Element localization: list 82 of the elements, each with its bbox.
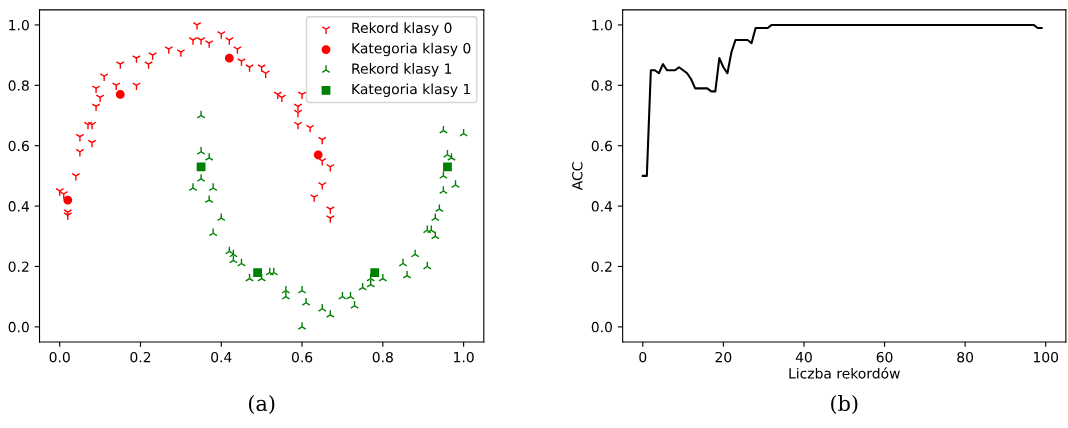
y-tick-label: 0.4: [591, 201, 613, 212]
y-tick-label: 0.4: [8, 201, 30, 212]
point: [204, 40, 214, 49]
text: (a): [248, 395, 275, 415]
point: [443, 162, 452, 172]
point: [378, 273, 388, 282]
point: [410, 249, 420, 258]
point: [188, 182, 198, 192]
x-tick-label: 20: [715, 351, 732, 363]
point: [71, 172, 81, 182]
text: (b): [831, 395, 858, 415]
x-tick-label: 100: [1033, 351, 1059, 363]
legend-label: Kategoria klasy 0: [352, 42, 471, 57]
point: [398, 258, 408, 267]
y-tick-label: 0.8: [8, 80, 29, 91]
y-tick-label: 0.6: [591, 140, 613, 152]
point: [346, 291, 355, 300]
y-axis-title: ACC: [572, 162, 583, 191]
point: [91, 85, 101, 94]
x-tick-label: 0: [639, 351, 647, 363]
point: [196, 110, 206, 119]
point: [196, 37, 206, 46]
y-tick-label: 0.0: [591, 321, 612, 333]
point: [313, 150, 323, 160]
point: [75, 133, 85, 143]
point: [208, 182, 218, 192]
point: [204, 152, 214, 161]
point: [293, 121, 303, 130]
point: [176, 49, 186, 58]
point: [91, 103, 101, 112]
point: [293, 103, 303, 112]
y-tick-label: 0.2: [8, 261, 29, 272]
line-series: [641, 23, 1043, 177]
point: [63, 195, 73, 205]
point: [75, 148, 85, 158]
point: [115, 89, 125, 99]
point: [196, 146, 206, 155]
point: [196, 162, 206, 172]
point: [224, 53, 234, 63]
legend-label: Rekord klasy 1: [352, 63, 452, 77]
point: [297, 91, 307, 100]
x-tick-label: 80: [957, 351, 974, 363]
point: [188, 37, 198, 46]
y-tick-label: 0.2: [591, 261, 612, 272]
x-tick-label: 40: [795, 351, 812, 363]
point: [293, 109, 303, 118]
x-tick-label: 0.4: [211, 351, 232, 363]
y-tick-label: 0.8: [591, 80, 612, 91]
point: [253, 268, 263, 277]
point: [192, 21, 202, 31]
point: [297, 321, 307, 330]
x-tick-label: 0.6: [291, 351, 313, 363]
point: [204, 194, 214, 204]
point: [196, 173, 206, 182]
point: [87, 121, 97, 130]
x-tick-label: 0.2: [130, 351, 151, 363]
legend-label: Kategoria klasy 1: [352, 83, 471, 97]
point: [370, 268, 380, 277]
point: [309, 194, 319, 203]
x-tick-label: 1.0: [454, 351, 474, 363]
point: [273, 91, 283, 100]
point: [297, 285, 307, 294]
point: [402, 270, 412, 279]
y-tick-label: 0.6: [8, 140, 29, 152]
y-tick-label: 1.0: [9, 19, 29, 31]
x-tick-label: 0.0: [49, 351, 70, 363]
point: [281, 291, 291, 300]
point: [208, 227, 218, 237]
legend-label: Rekord klasy 0: [352, 22, 452, 36]
y-tick-label: 0.0: [8, 321, 29, 333]
point: [99, 73, 109, 82]
x-tick-label: 60: [876, 351, 893, 363]
x-tick-label: 0.8: [372, 351, 393, 363]
point: [87, 139, 97, 149]
point: [95, 94, 105, 103]
x-axis-title: Liczba rekordów: [789, 367, 900, 379]
point: [301, 297, 311, 306]
point: [305, 124, 315, 133]
point: [277, 94, 287, 103]
point: [281, 285, 291, 294]
y-tick-label: 1.0: [592, 19, 612, 31]
point: [83, 121, 93, 130]
